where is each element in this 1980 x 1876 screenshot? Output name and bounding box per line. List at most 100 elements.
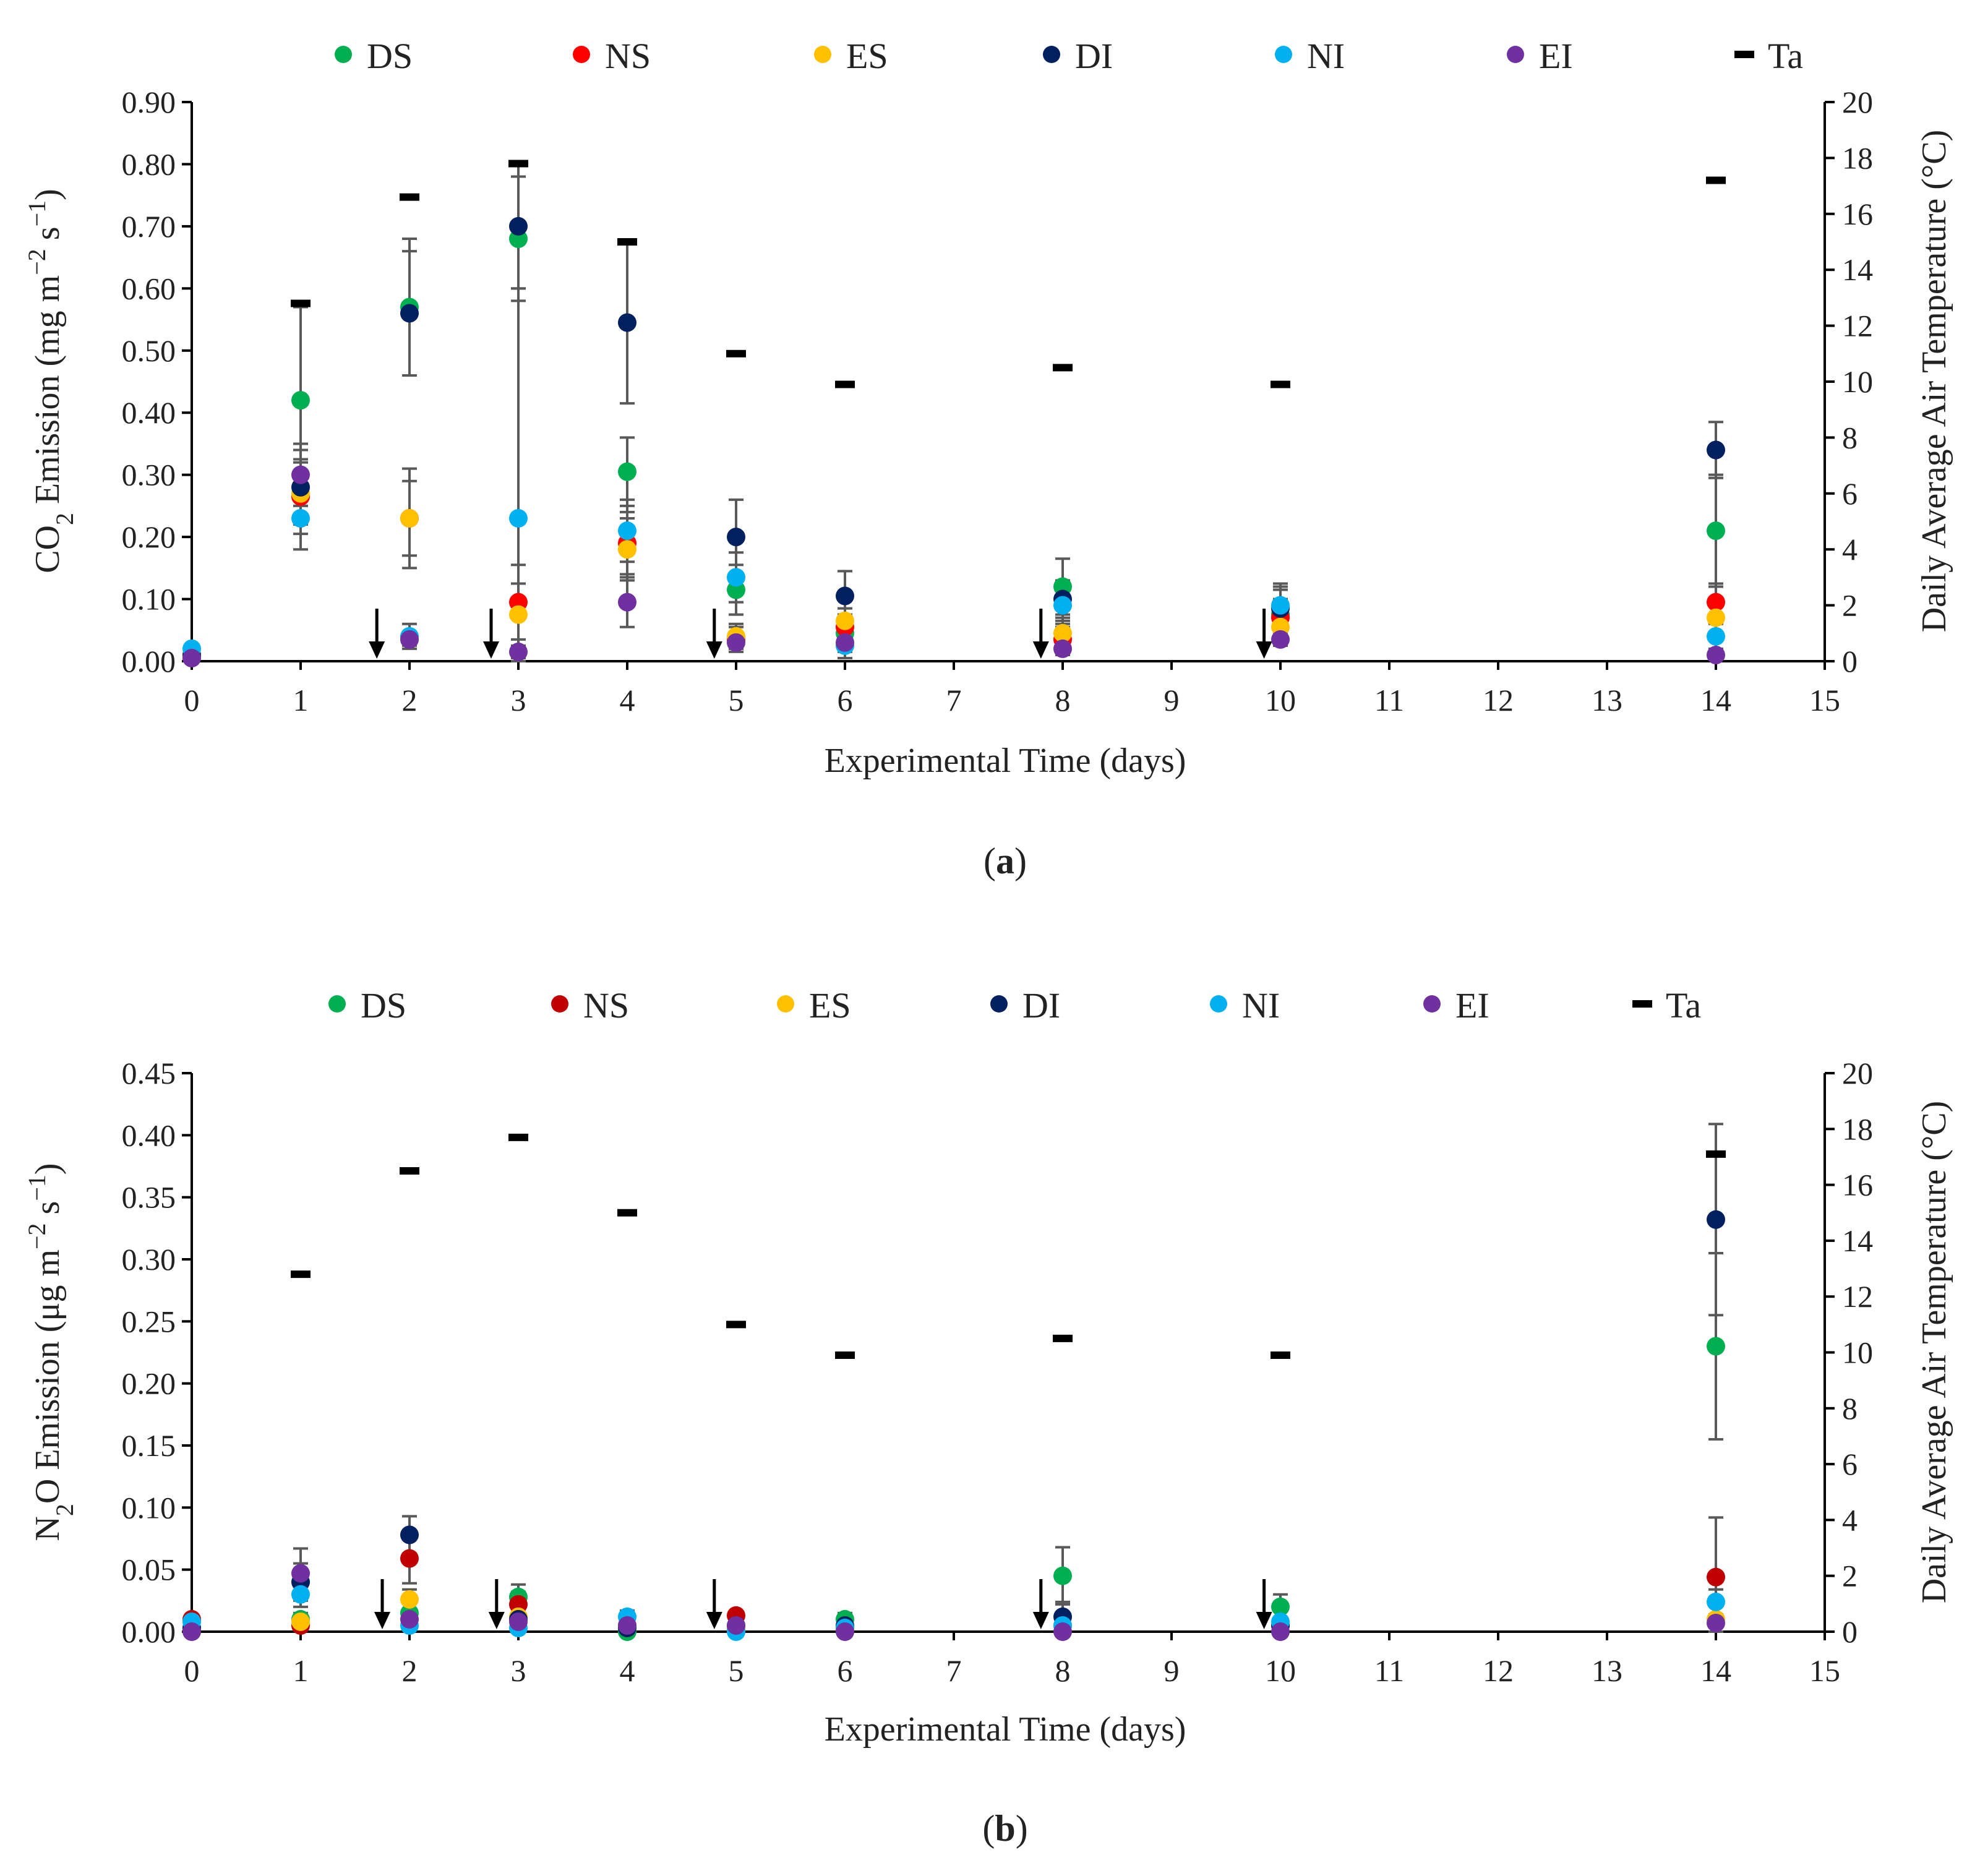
panel-b-x-tick-label: 12 (1483, 1653, 1514, 1688)
panel-a-legend-label-ni: NI (1307, 36, 1345, 76)
panel-b-legend-marker-ns (551, 995, 568, 1013)
panel-b-x-tick-label: 13 (1592, 1653, 1622, 1688)
panel-b-point-ei (618, 1616, 636, 1635)
panel-a-y-tick-label: 0.60 (122, 271, 176, 306)
panel-a-x-tick-label: 9 (1164, 683, 1180, 717)
panel-b-n2o-chart: DS NS ES DI NI EI Ta 0.000.050.100.150.200.250… (23, 985, 1954, 1849)
panel-b-point-ei (182, 1622, 201, 1641)
panel-b-y-tick-label: 0.35 (122, 1180, 176, 1215)
panel-b-x-tick-label: 15 (1809, 1653, 1840, 1688)
panel-b-legend-label-ei: EI (1455, 985, 1489, 1026)
panel-b-point-di (1707, 1210, 1725, 1229)
panel-a-point-ds (618, 462, 636, 481)
panel-b-point-ni (1707, 1592, 1725, 1611)
panel-a-point-di (1707, 440, 1725, 460)
panel-b-legend-marker-ni (1210, 995, 1227, 1013)
panel-a-x-tick-label: 6 (838, 683, 853, 717)
panel-a-legend: DS NS ES DI NI EI Ta (335, 36, 1803, 76)
panel-b-x-tick-label: 5 (729, 1653, 744, 1688)
panel-b-y2-tick-label: 16 (1842, 1168, 1873, 1202)
panel-b-y-tick-label: 0.45 (122, 1056, 176, 1090)
panel-b-x-tick-label: 6 (838, 1653, 853, 1688)
panel-a-legend-label-ns: NS (605, 36, 651, 76)
panel-a-point-es (618, 540, 636, 559)
panel-a-x-tick-label: 15 (1809, 683, 1840, 717)
panel-a-y2-tick-label: 8 (1842, 420, 1858, 455)
panel-a-y-tick-label: 0.20 (122, 520, 176, 554)
panel-a-application-arrow-head (706, 641, 722, 659)
panel-a-plot-area: 0.00 0.10 0.20 0.30 0.40 0.50 0.60 0.70 0.80 0.90… (122, 85, 1874, 717)
panel-a-x-tick-label: 5 (729, 683, 744, 717)
panel-b-y-tick-label: 0.10 (122, 1490, 176, 1525)
panel-a-point-ni (618, 521, 636, 541)
panel-a-point-ei (1053, 639, 1072, 658)
panel-b-y-tick-label: 0.00 (122, 1614, 176, 1649)
panel-a-point-di (618, 313, 636, 332)
panel-b-x-tick-label: 2 (402, 1653, 418, 1688)
panel-b-application-arrow-head (1032, 1612, 1049, 1629)
panel-a-legend-label-ta: Ta (1768, 36, 1803, 76)
panel-a-point-ni (727, 568, 745, 587)
panel-a-y2-tick-label: 12 (1842, 309, 1873, 343)
panel-a-point-ei (618, 593, 636, 612)
panel-a-x-tick-label: 12 (1483, 683, 1514, 717)
panel-a-y2-axis-title: Daily Average Air Temperature (°C) (1915, 130, 1953, 633)
panel-b-y2-tick-label: 10 (1842, 1335, 1873, 1370)
panel-a-y2-tick-label: 4 (1842, 532, 1858, 567)
panel-a-point-ni (1271, 596, 1290, 615)
panel-b-point-es (400, 1590, 419, 1609)
panel-b-legend-label-ds: DS (361, 985, 406, 1026)
panel-a-point-ei (1271, 630, 1290, 649)
panel-a-x-tick-label: 2 (402, 683, 418, 717)
panel-b-application-arrow-head (374, 1612, 390, 1629)
panel-b-legend-marker-di (990, 995, 1008, 1013)
panel-a-point-es (509, 605, 528, 624)
panel-b-y-tick-label: 0.25 (122, 1304, 176, 1338)
panel-b-point-ei (727, 1616, 745, 1635)
panel-a-y-tick-label: 0.10 (122, 582, 176, 617)
panel-b-point-ds (1053, 1566, 1072, 1585)
panel-a-y2-tick-label: 6 (1842, 476, 1858, 511)
panel-b-x-axis-title: Experimental Time (days) (825, 1710, 1186, 1749)
panel-a-y-tick-label: 0.00 (122, 644, 176, 679)
panel-b-y-tick-label: 0.15 (122, 1428, 176, 1463)
panel-a-point-di (400, 304, 419, 323)
panel-a-co2-chart: DS NS ES DI NI EI Ta 0.000.100.200.300.400.500… (23, 36, 1954, 881)
panel-a-point-ei (1707, 645, 1725, 664)
panel-a-legend-label-es: ES (846, 36, 888, 76)
panel-a-x-tick-label: 0 (184, 683, 200, 717)
panel-a-application-arrow-head (483, 641, 499, 659)
panel-a-point-ei (727, 633, 745, 652)
panel-a-x-tick-label: 14 (1700, 683, 1731, 717)
panel-a-x-tick-label: 10 (1265, 683, 1296, 717)
panel-b-x-tick-label: 14 (1700, 1653, 1731, 1688)
panel-a-point-ei (836, 633, 854, 652)
panel-a-y2-tick-label: 20 (1842, 85, 1873, 119)
panel-b-y-tick-label: 0.20 (122, 1366, 176, 1401)
panel-b-point-ei (291, 1564, 310, 1583)
panel-a-application-arrow-head (369, 641, 385, 659)
panel-b-application-arrow-head (706, 1612, 722, 1629)
panel-a-y2-tick-label: 18 (1842, 140, 1873, 175)
panel-a-point-ds (291, 391, 310, 410)
panel-b-y2-tick-label: 4 (1842, 1502, 1858, 1537)
panel-b-point-ni (291, 1585, 310, 1604)
panel-a-legend-label-di: DI (1075, 36, 1113, 76)
panel-b-point-ds (1271, 1597, 1290, 1616)
panel-a-y2-tick-label: 0 (1842, 644, 1858, 679)
panel-a-legend-marker-di (1043, 46, 1060, 63)
panel-a-x-tick-label: 3 (511, 683, 526, 717)
panel-b-y2-tick-label: 14 (1842, 1223, 1873, 1258)
panel-a-y2-tick-label: 16 (1842, 197, 1873, 231)
panel-b-y2-tick-label: 8 (1842, 1391, 1858, 1426)
panel-b-legend-label-es: ES (809, 985, 851, 1026)
panel-b-point-di (400, 1525, 419, 1544)
panel-b-y2-axis-title: Daily Average Air Temperature (°C) (1915, 1101, 1953, 1604)
panel-a-point-es (1707, 608, 1725, 627)
panel-a-legend-marker-ds (335, 46, 352, 63)
panel-b-point-ei (400, 1609, 419, 1629)
panel-b-point-ei (1053, 1622, 1072, 1641)
panel-a-y-tick-label: 0.80 (122, 147, 176, 181)
panel-b-y2-tick-label: 12 (1842, 1279, 1873, 1314)
